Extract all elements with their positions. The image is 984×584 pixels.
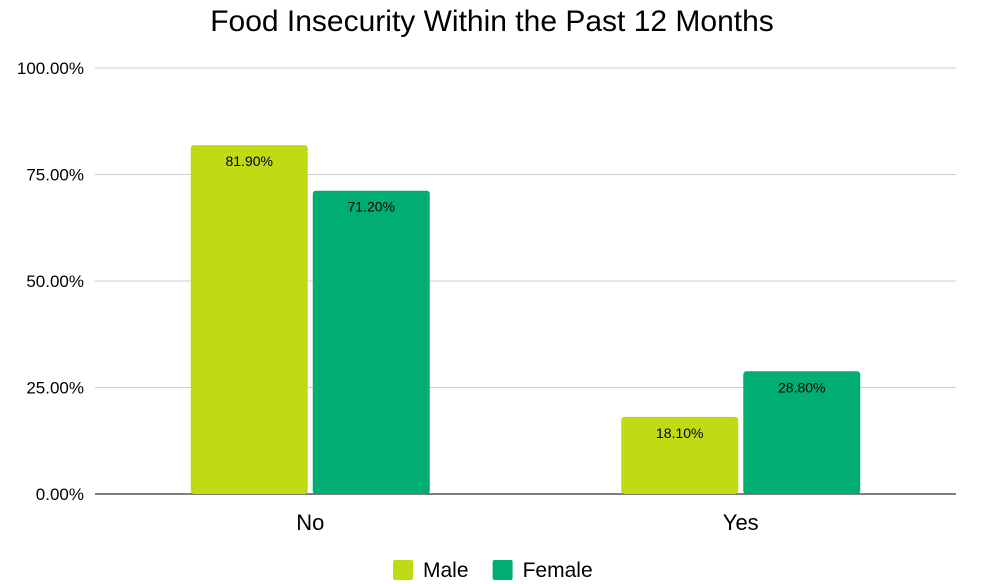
- x-category-label: Yes: [723, 510, 759, 535]
- chart-title: Food Insecurity Within the Past 12 Month…: [210, 5, 774, 38]
- legend-swatch-male: [393, 560, 413, 580]
- y-tick-label: 25.00%: [26, 379, 84, 398]
- data-labels: 81.90% 71.20% 18.10% 28.80%: [226, 153, 826, 441]
- legend-label-male: Male: [423, 559, 469, 582]
- x-axis-category-labels: No Yes: [296, 510, 759, 535]
- legend-label-female: Female: [523, 559, 593, 582]
- x-category-label: No: [296, 510, 324, 535]
- y-tick-label: 100.00%: [17, 59, 84, 78]
- y-axis-tick-labels: 0.00% 25.00% 50.00% 75.00% 100.00%: [17, 59, 84, 504]
- data-label: 81.90%: [226, 153, 273, 169]
- data-label: 71.20%: [348, 199, 395, 215]
- bar-male-no[interactable]: [190, 145, 308, 494]
- legend: Male Female: [393, 559, 593, 582]
- y-tick-label: 75.00%: [26, 166, 84, 185]
- bars: [190, 145, 861, 495]
- data-label: 28.80%: [778, 379, 825, 395]
- bar-male-yes[interactable]: [621, 416, 739, 494]
- legend-swatch-female: [492, 560, 513, 580]
- data-label: 18.10%: [656, 425, 703, 441]
- y-tick-label: 50.00%: [26, 272, 84, 291]
- y-tick-label: 0.00%: [36, 485, 84, 504]
- bar-female-yes[interactable]: [743, 371, 861, 494]
- bar-female-no[interactable]: [312, 190, 430, 495]
